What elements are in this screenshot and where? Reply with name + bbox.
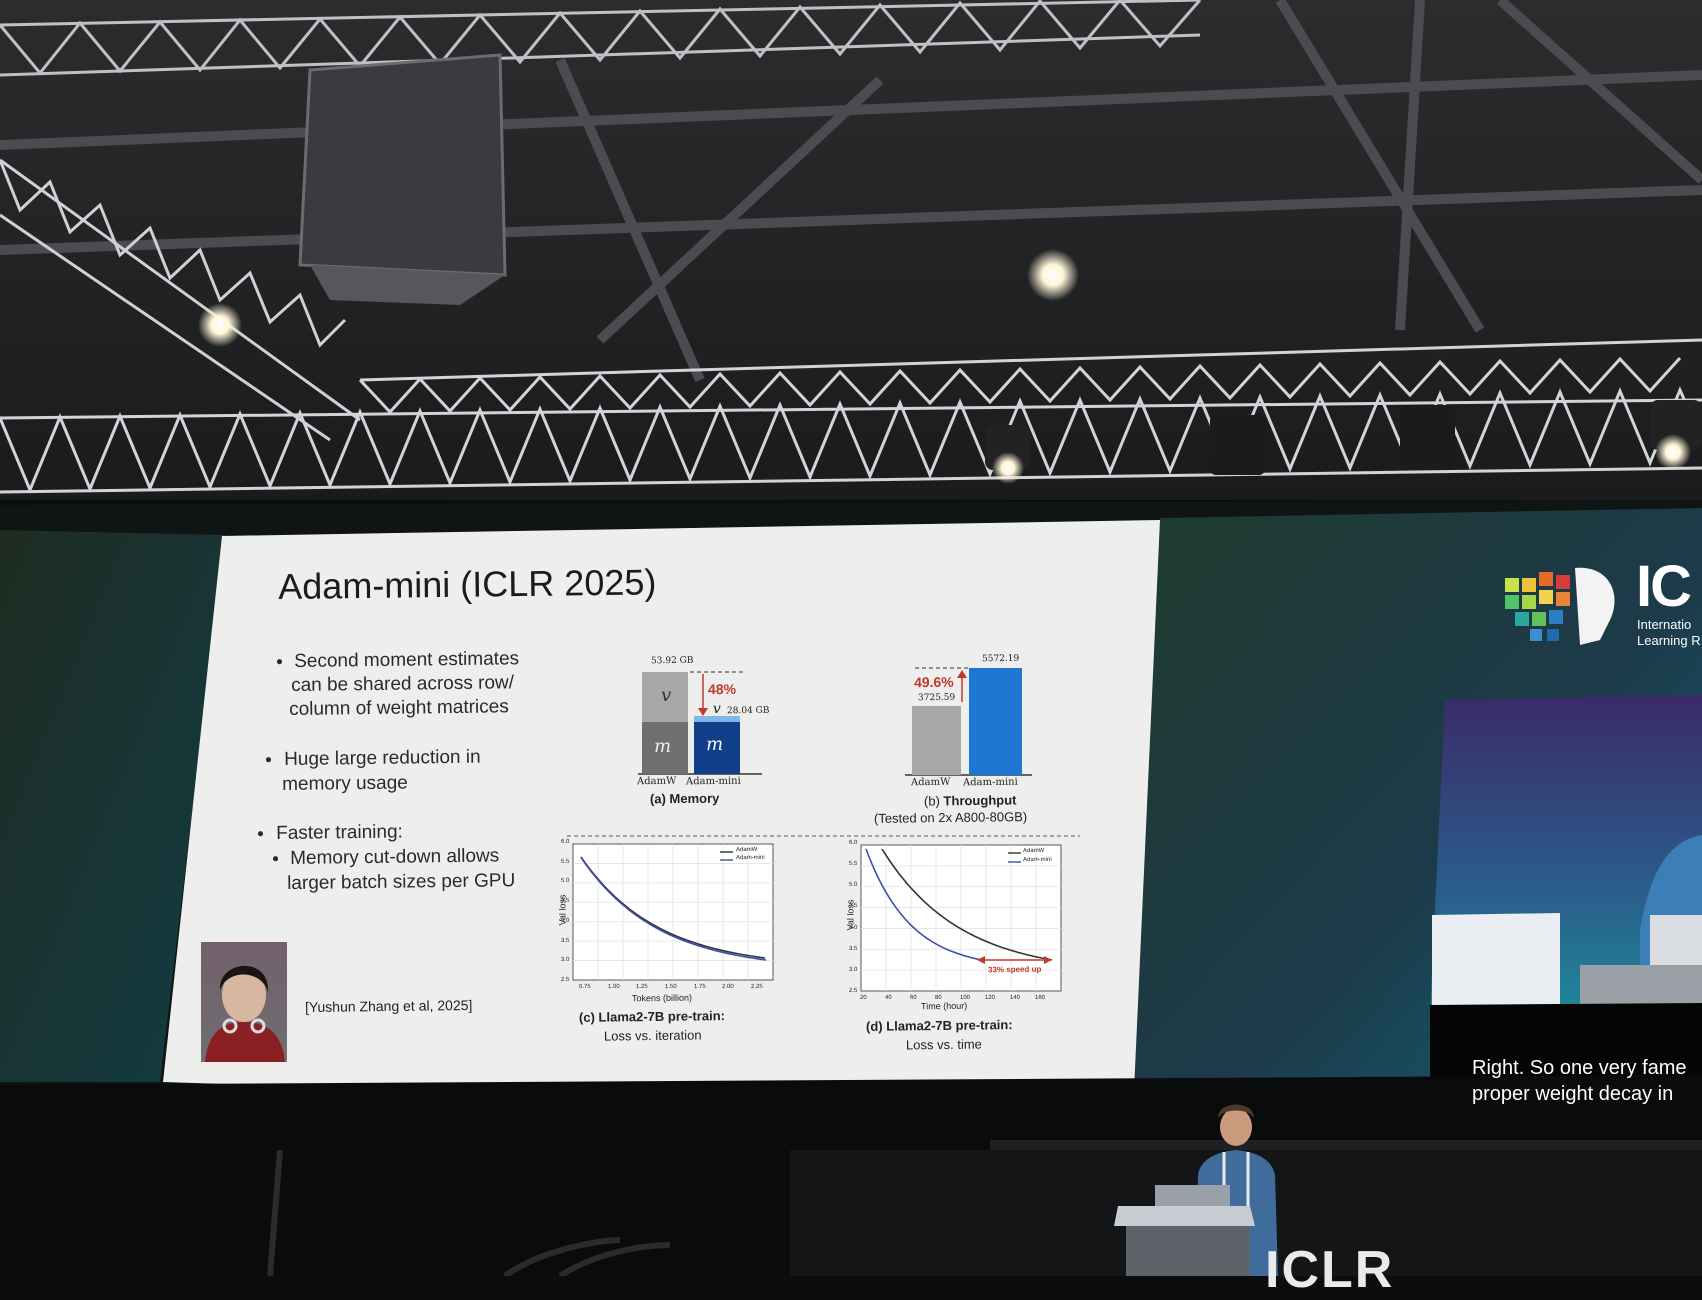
side-logo-big: IC bbox=[1636, 554, 1692, 619]
memory-bar-adamw-v bbox=[642, 672, 688, 722]
truss-diagonal bbox=[0, 158, 361, 442]
ceiling-speaker bbox=[298, 53, 507, 305]
lectern-in-feed bbox=[1580, 965, 1702, 1010]
loss-time-adamw-line bbox=[881, 848, 1053, 961]
lectern bbox=[1114, 1185, 1255, 1276]
memory-chart bbox=[638, 671, 762, 775]
left-screen-bg bbox=[0, 530, 225, 1082]
side-logo-line1: Internatio bbox=[1637, 617, 1692, 632]
stage-spotlight bbox=[985, 425, 1030, 484]
camera-feed-logo-block bbox=[1432, 913, 1560, 1007]
live-caption-line2: proper weight decay in bbox=[1472, 1083, 1674, 1105]
throughput-bar-adamini bbox=[969, 668, 1022, 775]
stage-spotlight bbox=[1650, 400, 1702, 470]
ceiling-beams bbox=[0, 0, 1702, 383]
stage-spotlight bbox=[1400, 405, 1455, 470]
ceiling-light bbox=[198, 303, 242, 347]
memory-bar-adamw-m bbox=[642, 722, 688, 774]
truss-main bbox=[0, 338, 1702, 494]
author-photo bbox=[201, 942, 287, 1062]
side-logo-line2: Learning R bbox=[1637, 633, 1701, 648]
main-slide bbox=[163, 520, 1160, 1113]
live-caption: Right. So one very fame proper weight de… bbox=[1472, 1055, 1687, 1107]
iclr-logo-icon bbox=[1505, 567, 1615, 645]
live-caption-line1: Right. So one very fame bbox=[1472, 1057, 1687, 1079]
loss-iter-adamini-line bbox=[581, 858, 767, 961]
loss-iter-chart bbox=[572, 843, 774, 981]
loss-time-adamini-line bbox=[865, 848, 983, 961]
memory-bar-adamini-m bbox=[694, 722, 740, 774]
stage-iclr-text: ICLR bbox=[1265, 1241, 1395, 1299]
throughput-bar-adamw bbox=[912, 706, 961, 775]
throughput-chart bbox=[905, 667, 1032, 776]
memory-bar-adamini-v bbox=[694, 716, 740, 722]
ceiling-light bbox=[1027, 249, 1079, 301]
stage-railings bbox=[267, 1149, 671, 1276]
laptop-in-feed bbox=[1650, 915, 1702, 965]
loss-time-chart bbox=[860, 844, 1062, 992]
truss-top bbox=[0, 0, 1202, 77]
stage-edge bbox=[990, 1140, 1702, 1150]
stage-spotlight bbox=[1210, 415, 1265, 475]
